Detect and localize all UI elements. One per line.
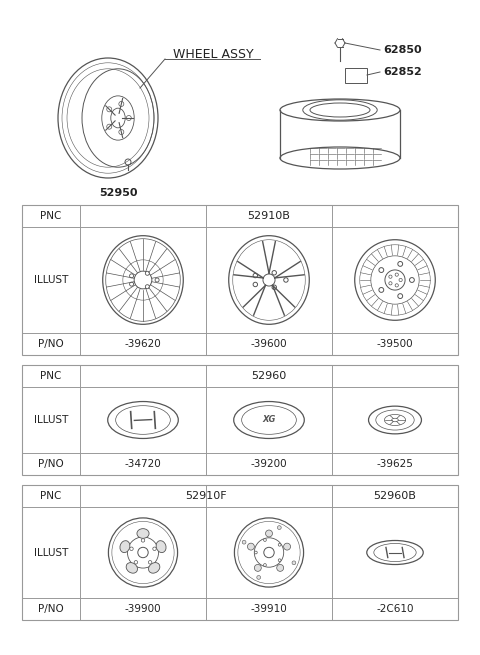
Text: ILLUST: ILLUST — [34, 415, 68, 425]
Circle shape — [254, 551, 257, 554]
Circle shape — [153, 547, 156, 550]
Ellipse shape — [137, 529, 149, 538]
Text: WHEEL ASSY: WHEEL ASSY — [173, 48, 253, 62]
Circle shape — [278, 559, 281, 561]
Text: PNC: PNC — [40, 211, 62, 221]
Circle shape — [119, 102, 124, 107]
Circle shape — [126, 115, 132, 121]
Circle shape — [145, 271, 149, 275]
Circle shape — [278, 544, 281, 546]
Text: -39620: -39620 — [125, 339, 161, 349]
Circle shape — [264, 538, 266, 542]
Text: 52910B: 52910B — [248, 211, 290, 221]
Circle shape — [148, 561, 152, 564]
Circle shape — [264, 563, 266, 567]
Text: 52950: 52950 — [99, 188, 137, 198]
Circle shape — [253, 282, 258, 287]
Circle shape — [134, 561, 138, 564]
Bar — [22, 205, 458, 355]
Circle shape — [130, 547, 133, 550]
Circle shape — [272, 285, 276, 290]
Text: 52960: 52960 — [252, 371, 287, 381]
Circle shape — [277, 526, 281, 529]
Text: -39200: -39200 — [251, 459, 288, 469]
Text: XG: XG — [262, 415, 276, 424]
Text: P/NO: P/NO — [38, 604, 64, 614]
Circle shape — [398, 293, 403, 299]
Text: -34720: -34720 — [125, 459, 161, 469]
Text: ILLUST: ILLUST — [34, 548, 68, 557]
Circle shape — [248, 543, 254, 550]
Circle shape — [277, 565, 284, 571]
Circle shape — [155, 278, 159, 282]
Circle shape — [141, 538, 145, 542]
Text: PNC: PNC — [40, 491, 62, 501]
Circle shape — [292, 561, 296, 565]
Ellipse shape — [310, 103, 370, 117]
Circle shape — [145, 285, 149, 289]
Circle shape — [242, 540, 246, 544]
Circle shape — [284, 278, 288, 282]
Text: -39910: -39910 — [251, 604, 288, 614]
Circle shape — [107, 124, 112, 129]
Ellipse shape — [148, 563, 160, 573]
Bar — [345, 68, 367, 83]
Circle shape — [265, 530, 273, 537]
Text: -39600: -39600 — [251, 339, 288, 349]
Text: -39625: -39625 — [377, 459, 413, 469]
Circle shape — [130, 282, 133, 286]
Circle shape — [107, 107, 112, 112]
Circle shape — [272, 271, 276, 275]
Text: P/NO: P/NO — [38, 459, 64, 469]
Circle shape — [257, 576, 261, 579]
Text: 52960B: 52960B — [373, 491, 417, 501]
Circle shape — [119, 130, 124, 134]
Text: -39500: -39500 — [377, 339, 413, 349]
Text: ILLUST: ILLUST — [34, 275, 68, 285]
Bar — [22, 485, 458, 620]
Bar — [22, 365, 458, 475]
Text: -39900: -39900 — [125, 604, 161, 614]
Circle shape — [253, 273, 258, 278]
Circle shape — [254, 565, 261, 571]
Ellipse shape — [156, 540, 166, 553]
Text: PNC: PNC — [40, 371, 62, 381]
Text: P/NO: P/NO — [38, 339, 64, 349]
Text: 52910F: 52910F — [185, 491, 227, 501]
Circle shape — [398, 261, 403, 267]
Text: 62852: 62852 — [383, 67, 422, 77]
Text: 62850: 62850 — [383, 45, 421, 55]
Circle shape — [379, 288, 384, 292]
Ellipse shape — [120, 540, 130, 553]
Circle shape — [130, 274, 133, 278]
Circle shape — [409, 278, 414, 282]
Text: -2C610: -2C610 — [376, 604, 414, 614]
Ellipse shape — [126, 563, 137, 573]
Circle shape — [284, 543, 290, 550]
Circle shape — [379, 268, 384, 272]
